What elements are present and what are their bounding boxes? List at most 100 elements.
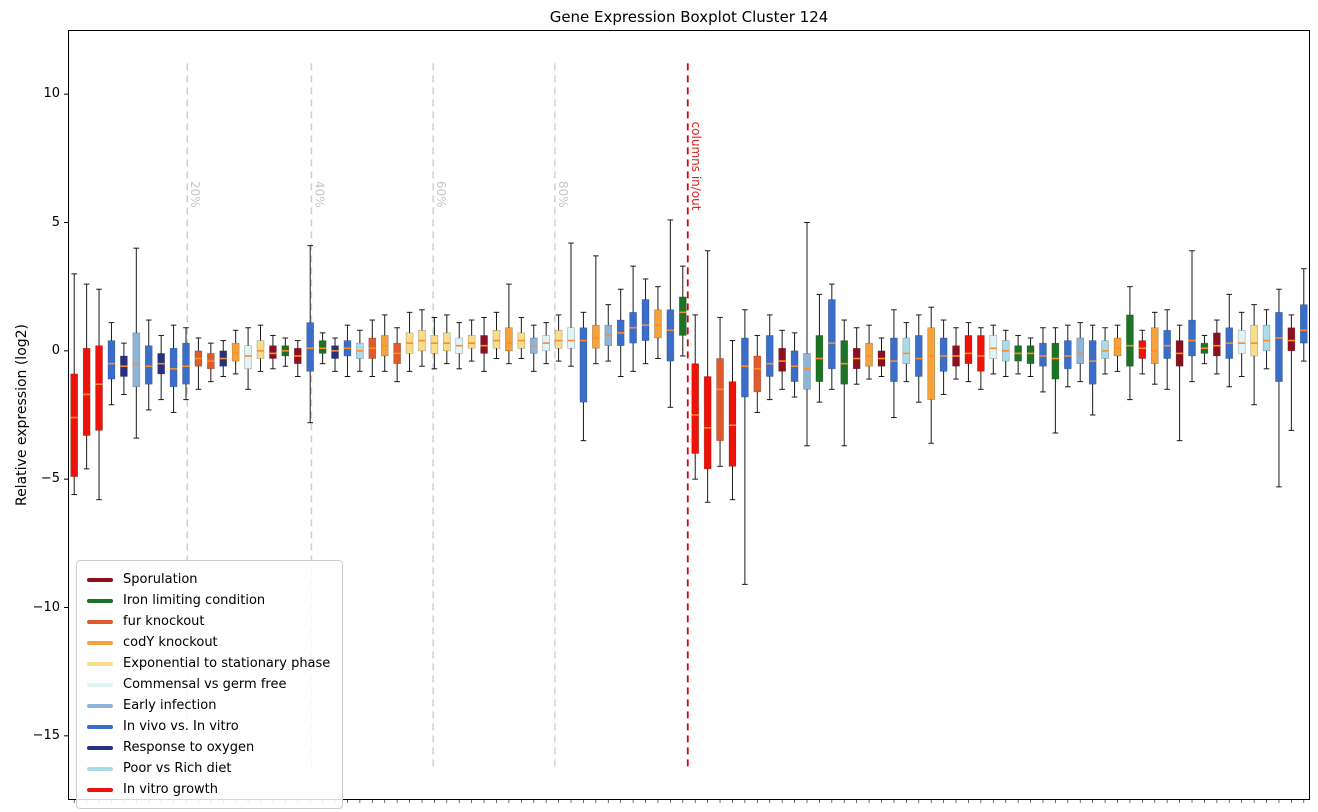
boxplot-box: [467, 319, 476, 362]
boxplot-box: [1138, 329, 1147, 375]
y-tick-label: 0: [51, 342, 60, 358]
iqr-box: [82, 347, 91, 436]
iqr-box: [778, 347, 786, 372]
legend-swatch-icon: [87, 766, 113, 771]
boxplot-box: [293, 340, 302, 377]
boxplot-box: [1200, 334, 1209, 365]
boxplot-box: [1250, 304, 1258, 406]
legend-swatch-icon: [87, 598, 113, 603]
y-tick-label: 5: [51, 214, 60, 230]
boxplot-box: [1101, 327, 1109, 375]
boxplot-box: [1113, 324, 1122, 372]
boxplot-box: [1163, 309, 1171, 390]
boxplot-box: [343, 324, 352, 377]
iqr-box: [1126, 314, 1134, 367]
iqr-box: [467, 335, 476, 349]
y-tick-label: −5: [40, 471, 60, 487]
legend-item-label: Exponential to stationary phase: [123, 656, 331, 671]
iqr-box: [964, 335, 973, 364]
legend-item: In vivo vs. In vitro: [87, 716, 330, 737]
iqr-box: [331, 345, 339, 359]
legend-item: codY knockout: [87, 632, 330, 653]
chart-title: Gene Expression Boxplot Cluster 124: [549, 8, 829, 26]
boxplot-box: [964, 322, 973, 383]
iqr-box: [182, 342, 190, 385]
boxplot-box: [120, 342, 128, 395]
boxplot-box: [1225, 293, 1234, 388]
boxplot-box: [840, 319, 849, 447]
iqr-box: [865, 342, 873, 367]
iqr-box: [306, 322, 314, 372]
boxplot-box: [492, 311, 501, 360]
legend-item-label: fur knockout: [123, 614, 205, 629]
iqr-box: [654, 309, 662, 339]
boxplot-box: [331, 337, 339, 372]
legend-item: Poor vs Rich diet: [87, 758, 330, 779]
iqr-box: [1287, 327, 1296, 352]
legend-item: Iron limiting condition: [87, 590, 330, 611]
boxplot-box: [1064, 324, 1072, 388]
legend-item-label: Iron limiting condition: [123, 593, 266, 608]
legend-item-label: Response to oxygen: [123, 740, 255, 755]
boxplot-box: [828, 283, 836, 390]
boxplot-box: [1175, 324, 1184, 442]
boxplot-box: [1076, 322, 1085, 383]
legend-item-label: codY knockout: [123, 635, 218, 650]
iqr-box: [554, 329, 563, 349]
boxplot-box: [741, 309, 749, 585]
boxplot-box: [169, 324, 178, 413]
boxplot-box: [703, 250, 712, 503]
boxplot-box: [790, 332, 799, 398]
boxplot-box: [368, 319, 377, 377]
iqr-box: [666, 309, 675, 362]
iqr-box: [1262, 324, 1271, 352]
iqr-box: [1250, 324, 1258, 357]
boxplot-box: [542, 322, 550, 365]
boxplot-box: [393, 327, 401, 383]
legend-item-label: Sporulation: [123, 572, 198, 587]
iqr-box: [1275, 312, 1283, 382]
boxplot-box: [865, 324, 873, 380]
iqr-box: [1051, 342, 1060, 380]
iqr-box: [741, 337, 749, 398]
iqr-box: [840, 340, 849, 385]
boxplot-box: [1237, 311, 1246, 377]
legend-item: Response to oxygen: [87, 737, 330, 758]
y-tick-label: −10: [32, 599, 60, 615]
boxplot-box: [207, 342, 215, 383]
boxplot-box: [728, 340, 737, 501]
iqr-box: [728, 381, 737, 467]
percent-60-line-label: 60%: [434, 181, 448, 208]
boxplot-box: [691, 314, 700, 480]
boxplot-box: [927, 306, 935, 444]
iqr-box: [430, 335, 439, 354]
boxplot-box: [430, 316, 439, 370]
iqr-box: [641, 299, 650, 341]
boxplot-box: [654, 286, 662, 360]
iqr-box: [691, 363, 700, 454]
percent-80-line-label: 80%: [556, 181, 570, 208]
legend-item-label: Commensal vs germ free: [123, 677, 287, 692]
legend-swatch-icon: [87, 577, 113, 582]
iqr-box: [1088, 340, 1097, 385]
boxplot-box: [1001, 329, 1010, 377]
percent-20-line-label: 20%: [188, 181, 202, 208]
boxplot-box: [753, 334, 762, 413]
boxplot-box: [182, 327, 190, 401]
iqr-box: [567, 327, 575, 349]
boxplot-box: [592, 255, 600, 365]
boxplot-box: [815, 293, 824, 403]
boxplot-box: [82, 283, 91, 470]
iqr-box: [592, 324, 600, 349]
boxplot-box: [852, 327, 861, 385]
iqr-box: [169, 347, 178, 388]
iqr-box: [256, 340, 265, 359]
boxplot-box: [1262, 309, 1271, 370]
legend-item: Early infection: [87, 695, 330, 716]
iqr-box: [914, 335, 923, 377]
boxplot-box: [1014, 334, 1022, 375]
boxplot-box: [455, 322, 464, 370]
iqr-box: [890, 337, 898, 382]
iqr-box: [144, 345, 153, 385]
